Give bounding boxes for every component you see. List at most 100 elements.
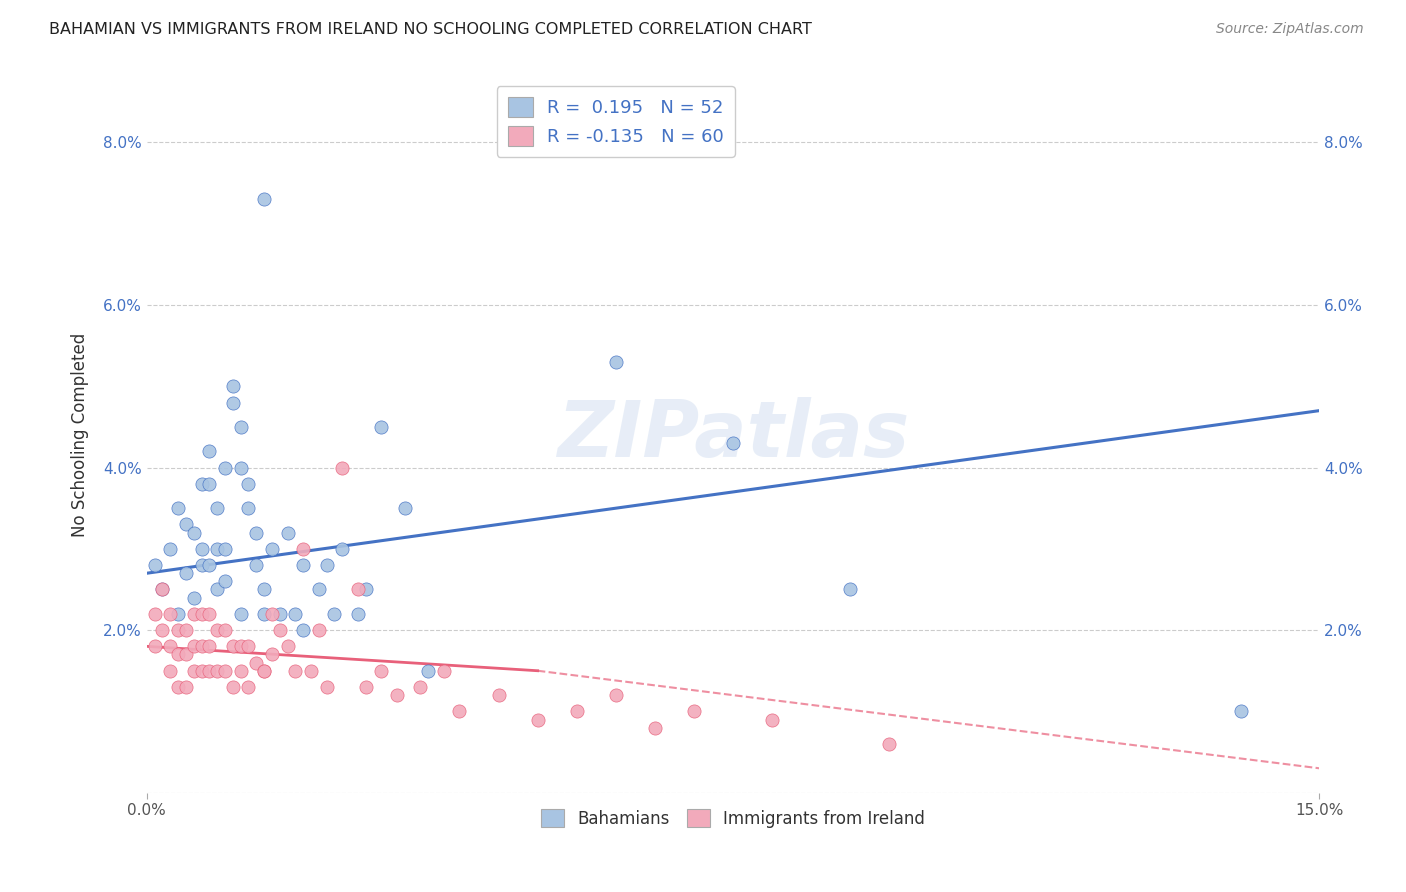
Point: [159, 664, 181, 678]
Point: [198, 558, 221, 573]
Point: [253, 582, 276, 597]
Point: [277, 640, 299, 654]
Point: [174, 680, 197, 694]
Point: [198, 640, 221, 654]
Point: [308, 623, 330, 637]
Point: [183, 640, 205, 654]
Point: [308, 582, 330, 597]
Point: [1230, 705, 1253, 719]
Point: [347, 607, 370, 621]
Point: [721, 436, 744, 450]
Point: [159, 541, 181, 556]
Point: [385, 688, 408, 702]
Point: [394, 501, 416, 516]
Point: [433, 664, 456, 678]
Point: [229, 607, 252, 621]
Point: [253, 664, 276, 678]
Point: [761, 713, 783, 727]
Point: [152, 582, 174, 597]
Point: [409, 680, 432, 694]
Point: [190, 640, 212, 654]
Point: [183, 607, 205, 621]
Point: [284, 607, 307, 621]
Point: [143, 607, 166, 621]
Point: [198, 607, 221, 621]
Point: [229, 664, 252, 678]
Point: [245, 656, 267, 670]
Point: [370, 420, 392, 434]
Point: [222, 680, 245, 694]
Point: [565, 705, 588, 719]
Point: [190, 664, 212, 678]
Point: [152, 623, 174, 637]
Point: [370, 664, 392, 678]
Point: [205, 664, 228, 678]
Text: Source: ZipAtlas.com: Source: ZipAtlas.com: [1216, 22, 1364, 37]
Point: [269, 607, 291, 621]
Point: [238, 640, 260, 654]
Point: [354, 680, 377, 694]
Point: [214, 541, 236, 556]
Point: [238, 476, 260, 491]
Point: [167, 648, 190, 662]
Point: [269, 623, 291, 637]
Point: [167, 623, 190, 637]
Point: [292, 623, 315, 637]
Point: [284, 664, 307, 678]
Point: [174, 648, 197, 662]
Point: [299, 664, 322, 678]
Point: [229, 420, 252, 434]
Point: [292, 558, 315, 573]
Point: [198, 664, 221, 678]
Point: [238, 501, 260, 516]
Point: [354, 582, 377, 597]
Point: [229, 640, 252, 654]
Point: [205, 501, 228, 516]
Point: [205, 623, 228, 637]
Point: [238, 680, 260, 694]
Point: [143, 640, 166, 654]
Point: [277, 525, 299, 540]
Point: [167, 680, 190, 694]
Point: [839, 582, 862, 597]
Y-axis label: No Schooling Completed: No Schooling Completed: [72, 333, 89, 537]
Point: [174, 623, 197, 637]
Point: [214, 623, 236, 637]
Point: [143, 558, 166, 573]
Point: [159, 607, 181, 621]
Point: [253, 607, 276, 621]
Point: [167, 501, 190, 516]
Point: [644, 721, 666, 735]
Point: [605, 355, 627, 369]
Point: [245, 525, 267, 540]
Point: [488, 688, 510, 702]
Point: [190, 476, 212, 491]
Point: [260, 541, 283, 556]
Point: [190, 541, 212, 556]
Point: [253, 192, 276, 206]
Point: [347, 582, 370, 597]
Point: [229, 460, 252, 475]
Point: [183, 664, 205, 678]
Point: [222, 640, 245, 654]
Point: [174, 517, 197, 532]
Legend: Bahamians, Immigrants from Ireland: Bahamians, Immigrants from Ireland: [534, 803, 932, 834]
Text: ZIPatlas: ZIPatlas: [557, 397, 910, 473]
Point: [183, 525, 205, 540]
Point: [190, 607, 212, 621]
Point: [214, 460, 236, 475]
Point: [315, 558, 337, 573]
Point: [214, 574, 236, 589]
Point: [260, 607, 283, 621]
Point: [605, 688, 627, 702]
Point: [418, 664, 440, 678]
Point: [292, 541, 315, 556]
Point: [190, 558, 212, 573]
Point: [167, 607, 190, 621]
Point: [330, 541, 353, 556]
Point: [198, 444, 221, 458]
Point: [198, 476, 221, 491]
Point: [214, 664, 236, 678]
Point: [253, 664, 276, 678]
Point: [183, 591, 205, 605]
